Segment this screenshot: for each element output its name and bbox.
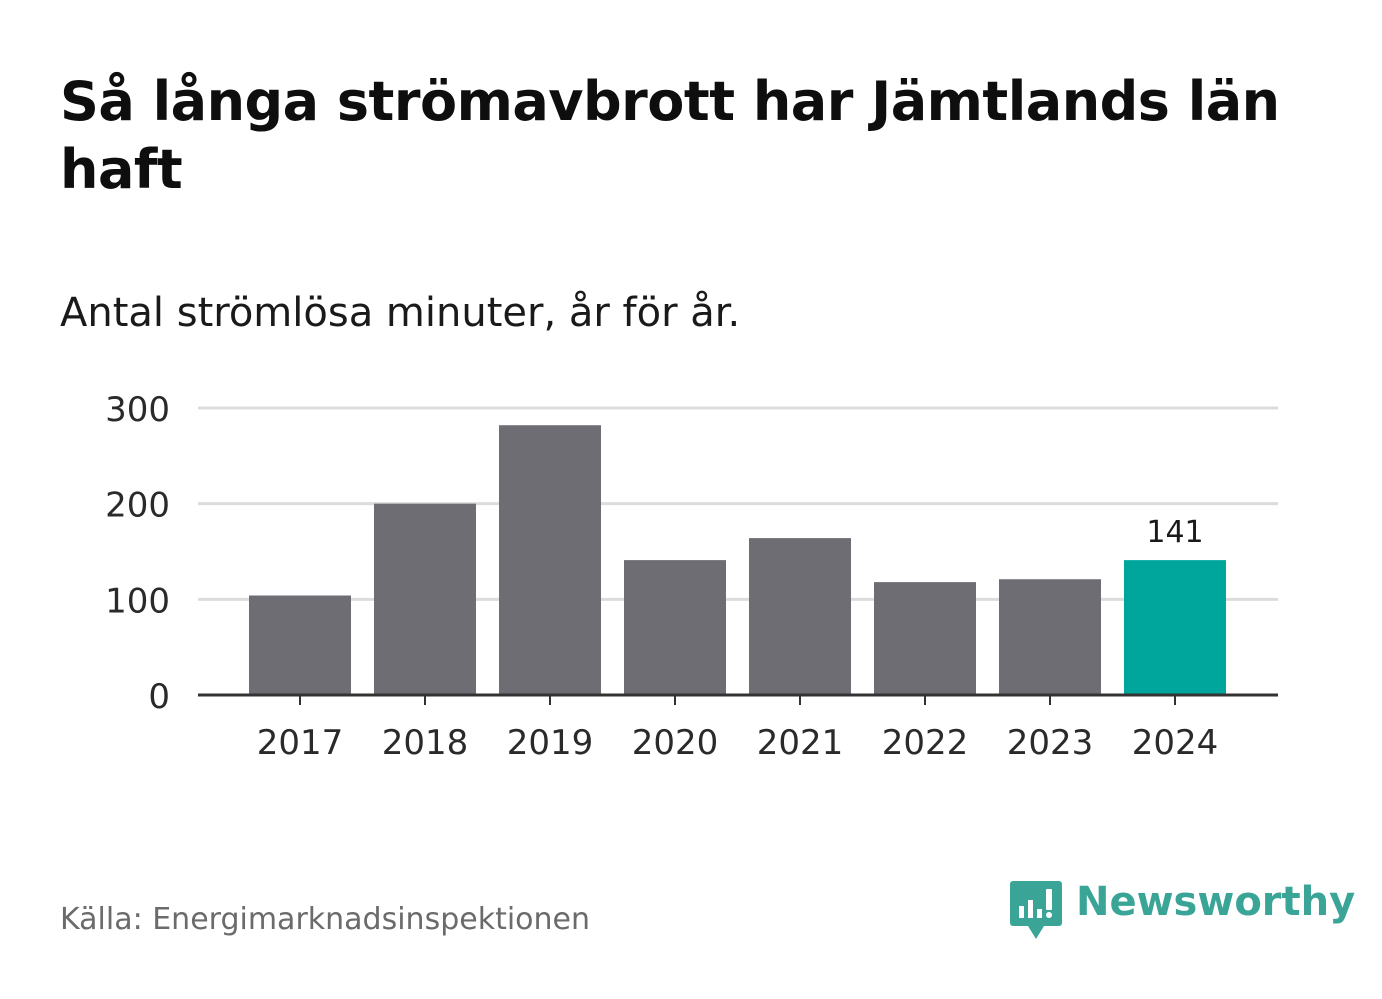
bar: [1124, 560, 1226, 695]
x-tick-label: 2023: [1007, 723, 1094, 763]
y-tick-label: 100: [105, 581, 170, 621]
x-tick-label: 2019: [507, 723, 594, 763]
bar: [749, 538, 851, 695]
y-tick-label: 200: [105, 486, 170, 526]
bar: [499, 425, 601, 695]
bar: [874, 582, 976, 695]
chart-subtitle: Antal strömlösa minuter, år för år.: [60, 290, 741, 336]
x-tick-label: 2020: [632, 723, 719, 763]
newsworthy-logo-icon: [1010, 881, 1062, 939]
x-tick-label: 2024: [1132, 723, 1219, 763]
chart-title: Så långa strömavbrott har Jämtlands län …: [60, 70, 1280, 201]
y-tick-label: 0: [148, 677, 170, 717]
bar: [249, 595, 351, 695]
source-note: Källa: Energimarknadsinspektionen: [60, 902, 591, 937]
x-tick-label: 2021: [757, 723, 844, 763]
y-tick-label: 300: [105, 390, 170, 430]
bar: [624, 560, 726, 695]
brand: Newsworthy: [1010, 878, 1355, 942]
brand-name: Newsworthy: [1076, 879, 1356, 925]
x-tick-label: 2018: [382, 723, 469, 763]
bar: [374, 503, 476, 695]
x-tick-label: 2022: [882, 723, 969, 763]
x-tick-label: 2017: [257, 723, 344, 763]
bar: [999, 579, 1101, 695]
data-label: 141: [1146, 515, 1203, 550]
